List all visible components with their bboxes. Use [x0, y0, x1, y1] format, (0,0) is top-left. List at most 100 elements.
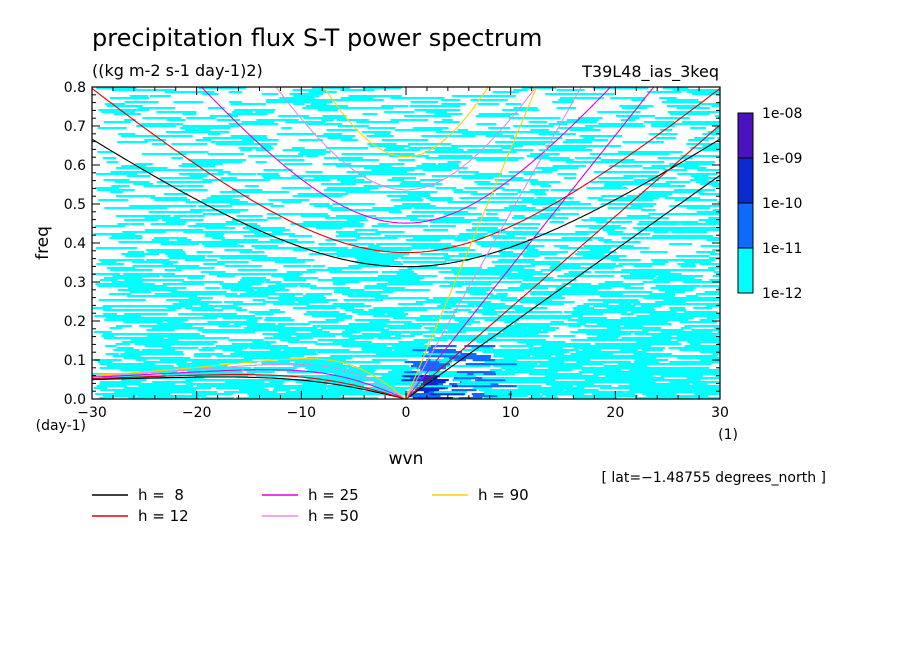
heatmap-cell: [589, 249, 610, 252]
heatmap-cell: [684, 325, 710, 328]
heatmap-cell: [154, 199, 176, 202]
heatmap-cell: [267, 273, 300, 276]
latitude-note: [ lat=−1.48755 degrees_north ]: [602, 470, 827, 486]
heatmap-cell: [141, 349, 176, 352]
heatmap-cell: [202, 93, 219, 96]
heatmap-cell: [521, 141, 555, 144]
heatmap-cell: [421, 163, 437, 166]
heatmap-cell: [575, 157, 602, 160]
heatmap-cell: [384, 235, 422, 238]
heatmap-cell: [334, 289, 365, 292]
heatmap-cell: [151, 327, 186, 330]
heatmap-cell: [273, 335, 292, 338]
heatmap-cell: [110, 171, 153, 174]
heatmap-cell: [116, 195, 135, 198]
heatmap-cell: [159, 265, 200, 268]
heatmap-cell: [438, 155, 473, 158]
heatmap-cell: [629, 389, 655, 392]
heatmap-cell: [638, 221, 672, 224]
heatmap-cell: [222, 383, 263, 386]
heatmap-cell: [289, 93, 302, 96]
heatmap-cell: [143, 185, 187, 188]
heatmap-cell: [659, 379, 698, 382]
heatmap-cell: [455, 95, 491, 98]
heatmap-cell: [353, 369, 376, 372]
heatmap-cell: [357, 343, 394, 346]
heatmap-cell: [653, 231, 669, 234]
heatmap-cell: [431, 175, 458, 178]
heatmap-cell: [398, 159, 416, 162]
heatmap-cell: [191, 169, 224, 172]
heatmap-cell: [545, 217, 569, 220]
heatmap-cell: [277, 159, 305, 162]
heatmap-cell: [530, 263, 568, 266]
heatmap-cell: [447, 329, 468, 332]
heatmap-cell: [221, 239, 242, 242]
heatmap-cell: [559, 247, 576, 250]
heatmap-cell: [630, 387, 673, 390]
heatmap-cell: [178, 151, 209, 154]
heatmap-cell: [155, 261, 172, 264]
heatmap-cell: [367, 127, 396, 130]
heatmap-cell: [123, 357, 142, 360]
heatmap-cell: [633, 179, 660, 182]
heatmap-cell: [393, 349, 419, 352]
heatmap-cell: [619, 357, 657, 360]
heatmap-cell: [351, 247, 391, 250]
heatmap-cell: [278, 299, 303, 302]
heatmap-cell: [159, 153, 187, 156]
heatmap-cell: [164, 91, 182, 94]
heatmap-cell: [310, 195, 324, 198]
heatmap-cell: [317, 369, 339, 372]
heatmap-cell: [696, 251, 715, 254]
heatmap-cell: [362, 113, 378, 116]
heatmap-cell: [482, 313, 498, 316]
heatmap-cell: [338, 159, 359, 162]
heatmap-cell: [325, 217, 367, 220]
heatmap-cell: [260, 143, 278, 146]
heatmap-cell: [662, 87, 689, 90]
heatmap-cell: [235, 331, 256, 334]
heatmap-cell: [386, 313, 409, 316]
heatmap-cell: [231, 255, 268, 258]
heatmap-cell: [478, 113, 501, 116]
heatmap-cell: [577, 317, 608, 320]
heatmap-cell: [359, 259, 394, 262]
heatmap-cell: [153, 317, 182, 320]
heatmap-cell: [487, 333, 511, 336]
heatmap-cell: [219, 257, 250, 260]
heatmap-cell: [590, 265, 623, 268]
heatmap-cell: [603, 241, 641, 244]
heatmap-cell: [649, 133, 678, 136]
heatmap-cell: [163, 305, 193, 308]
heatmap-cell: [371, 389, 393, 392]
heatmap-cell: [293, 365, 309, 368]
heatmap-cell: [614, 351, 630, 354]
heatmap-cell: [267, 155, 289, 158]
heatmap-cell: [348, 243, 375, 246]
heatmap-cell: [255, 247, 297, 250]
heatmap-cell: [167, 199, 180, 202]
heatmap-cell: [610, 97, 646, 100]
heatmap-cell: [681, 285, 702, 288]
heatmap-cell: [391, 173, 425, 176]
heatmap-cell: [196, 385, 236, 388]
heatmap-cell: [655, 367, 691, 370]
heatmap-cell: [403, 281, 424, 284]
heatmap-cell: [322, 115, 347, 118]
heatmap-cell: [510, 109, 540, 112]
heatmap-cell: [219, 211, 241, 214]
heatmap-cell: [179, 229, 204, 232]
heatmap-cell: [159, 117, 182, 120]
heatmap-cell: [262, 175, 281, 178]
heatmap-cell: [168, 257, 206, 260]
heatmap-cell: [474, 201, 504, 204]
heatmap-cell: [135, 163, 153, 166]
heatmap-cell: [663, 169, 688, 172]
heatmap-cell: [350, 391, 364, 394]
heatmap-cell: [188, 337, 229, 340]
heatmap-cell: [358, 383, 386, 386]
heatmap-cell: [711, 105, 720, 108]
legend-label: h = 50: [308, 507, 359, 525]
heatmap-cell: [251, 259, 282, 262]
